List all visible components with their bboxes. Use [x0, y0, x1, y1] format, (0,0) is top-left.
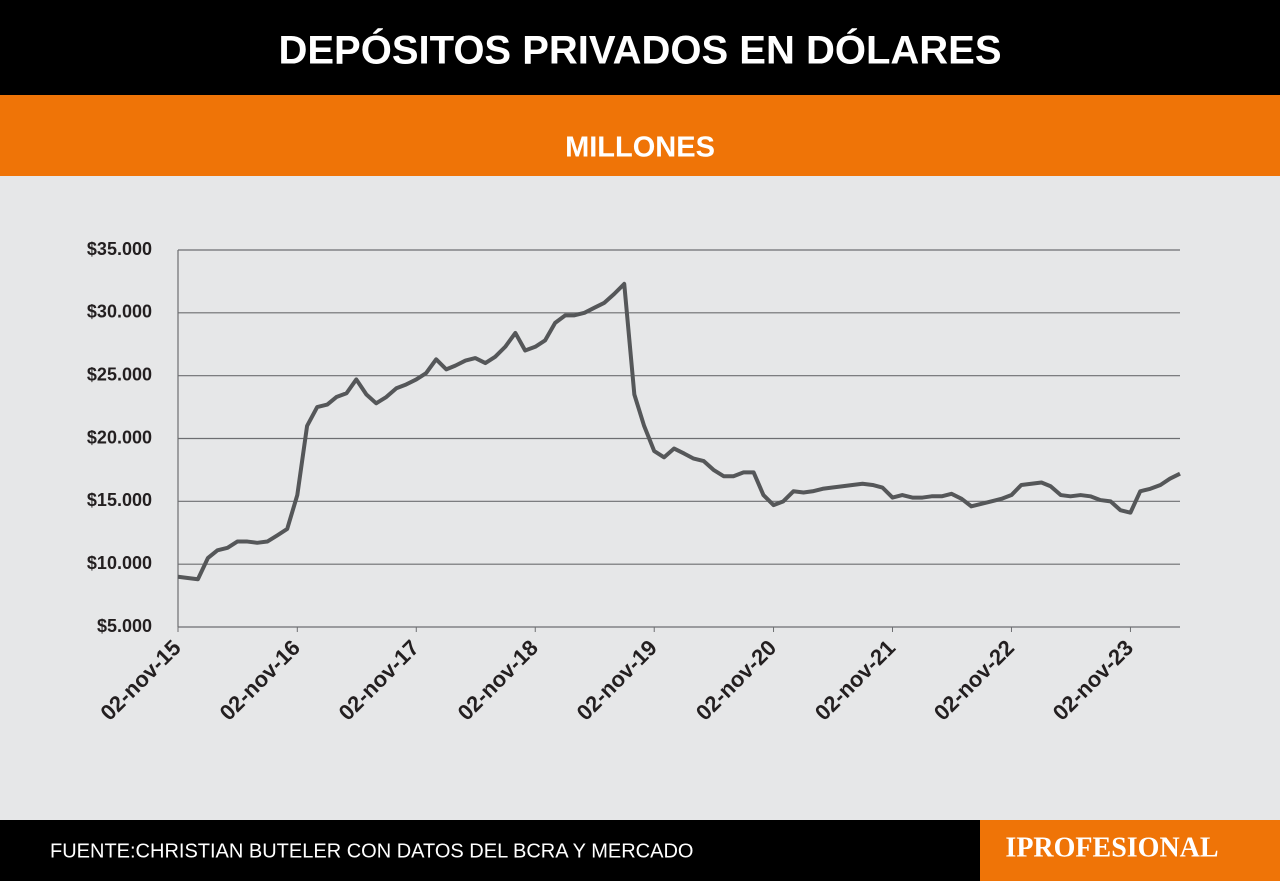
chart-subtitle: MILLONES: [565, 132, 715, 164]
y-tick-label: $30.000: [87, 302, 152, 322]
title-bar: [0, 0, 1280, 95]
y-tick-label: $35.000: [87, 239, 152, 259]
y-tick-label: $15.000: [87, 490, 152, 510]
line: [177, 281, 1181, 582]
source: FUENTE:CHRISTIAN BUTELER CON DATOS DEL B…: [50, 840, 693, 862]
y-tick-label: $25.000: [87, 364, 152, 384]
y-tick-label: $20.000: [87, 427, 152, 447]
y-tick-label: $10.000: [87, 553, 152, 573]
chart-title: DEPÓSITOS PRIVADOS EN DÓLARES: [278, 27, 1001, 73]
brand-box: [980, 820, 1280, 881]
brand: IPROFESIONAL: [1005, 832, 1218, 863]
plot-background: [0, 176, 1280, 820]
y-tick-label: $5.000: [97, 616, 152, 636]
subtitle-bar: [0, 95, 1280, 176]
